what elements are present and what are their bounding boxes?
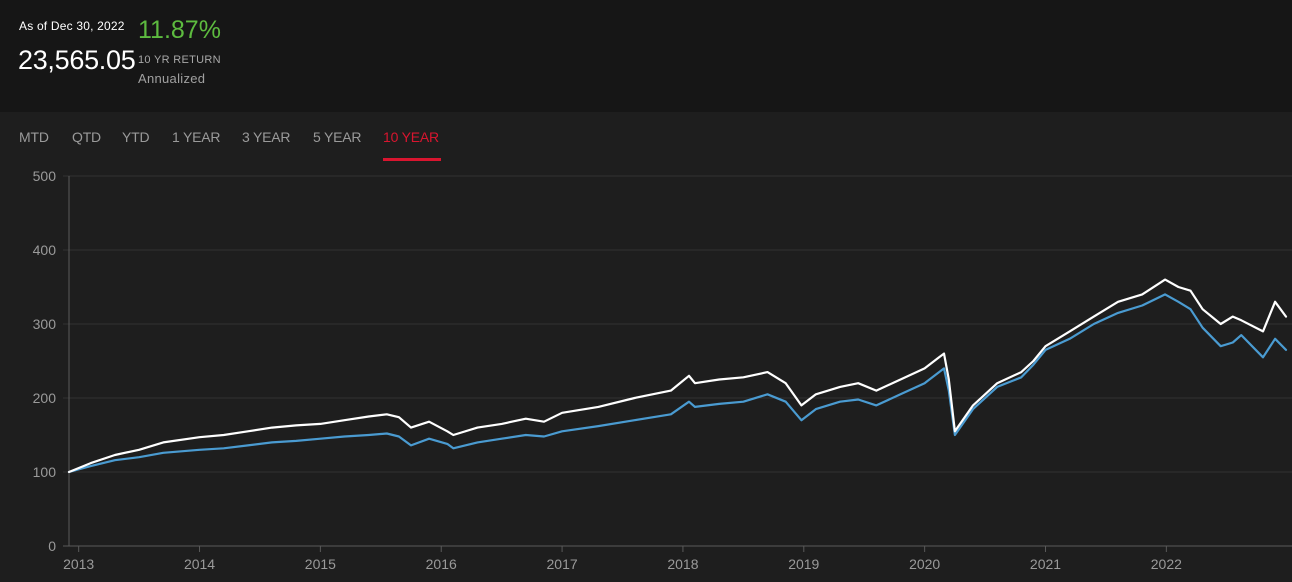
summary-header — [0, 0, 1292, 112]
x-tick-label: 2013 — [63, 556, 94, 572]
x-tick-label: 2015 — [305, 556, 336, 572]
index-value: 23,565.05 — [18, 45, 136, 75]
tab-1-year[interactable]: 1 YEAR — [172, 129, 221, 145]
as-of-date: As of Dec 30, 2022 — [19, 19, 125, 33]
active-tab-indicator — [383, 158, 441, 161]
performance-line-chart: 0 100 200 300 400 500 2013 2014 2015 2016 2017 2018… — [33, 168, 1292, 572]
x-tick-label: 2022 — [1151, 556, 1182, 572]
return-annualized-label: Annualized — [138, 71, 206, 86]
return-percent: 11.87% — [138, 16, 221, 44]
y-tick-label: 200 — [33, 390, 57, 406]
x-tick-label: 2017 — [547, 556, 578, 572]
tab-10-year[interactable]: 10 YEAR — [383, 129, 439, 145]
x-tick-label: 2019 — [788, 556, 819, 572]
tab-ytd[interactable]: YTD — [122, 129, 150, 145]
x-tick-label: 2014 — [184, 556, 215, 572]
x-tick-label: 2020 — [909, 556, 940, 572]
chart-panel — [0, 112, 1292, 582]
y-tick-label: 500 — [33, 168, 57, 184]
series-line-blue — [67, 293, 1288, 474]
y-tick-label: 400 — [33, 242, 57, 258]
return-label: 10 YR RETURN — [138, 54, 221, 66]
x-tick-label: 2021 — [1030, 556, 1061, 572]
y-tick-label: 100 — [33, 464, 57, 480]
tab-5-year[interactable]: 5 YEAR — [313, 129, 362, 145]
x-tick-label: 2018 — [667, 556, 698, 572]
x-tick-label: 2016 — [426, 556, 457, 572]
y-tick-label: 0 — [48, 538, 56, 554]
tab-mtd[interactable]: MTD — [19, 129, 49, 145]
tab-qtd[interactable]: QTD — [72, 129, 101, 145]
tab-3-year[interactable]: 3 YEAR — [242, 129, 291, 145]
period-tabs: MTD QTD YTD 1 YEAR 3 YEAR 5 YEAR 10 YEAR — [0, 112, 1292, 162]
series-line-white — [67, 278, 1288, 474]
y-tick-label: 300 — [33, 316, 57, 332]
